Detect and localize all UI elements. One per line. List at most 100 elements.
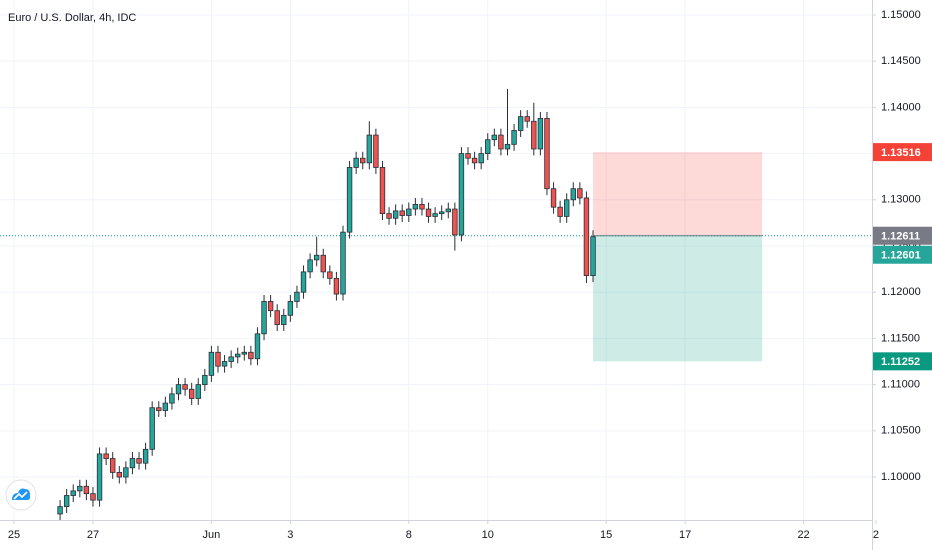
- candle-body: [169, 393, 175, 404]
- target-zone: [593, 235, 763, 362]
- candle-body: [287, 301, 294, 316]
- candle-body: [458, 153, 465, 236]
- candle-body: [531, 120, 537, 150]
- candle-body: [524, 116, 530, 122]
- grid: [0, 0, 872, 520]
- y-tick-label: 1.11500: [881, 332, 920, 344]
- candle-body: [156, 407, 162, 411]
- candle-body: [399, 210, 405, 216]
- candle-body: [162, 402, 169, 411]
- candle-body: [188, 388, 195, 399]
- candle-body: [478, 153, 484, 164]
- candle-body: [590, 236, 596, 276]
- price-tags: 1.13516 1.11252 1.12611 1.12601: [873, 143, 932, 371]
- candle-body: [557, 206, 563, 217]
- candle-body: [498, 134, 504, 150]
- candle-body: [373, 134, 379, 168]
- x-tick-label: 27: [87, 529, 99, 541]
- candle-body: [327, 271, 333, 279]
- candle-body: [425, 208, 432, 217]
- candle-body: [195, 384, 201, 399]
- candle-body: [129, 458, 136, 469]
- x-tick-label: 10: [482, 529, 494, 541]
- candle-body: [517, 116, 524, 131]
- y-tick-label: 1.14000: [881, 101, 921, 113]
- candle-body: [366, 134, 373, 164]
- candle-body: [182, 384, 188, 390]
- candle-body: [267, 301, 274, 312]
- price-tag: [873, 352, 932, 371]
- x-tick-label: 17: [679, 529, 691, 541]
- candle-body: [96, 453, 103, 501]
- price-tag: [873, 245, 932, 264]
- price-tag-label: 1.13516: [881, 147, 921, 159]
- logo-line[interactable]: [13, 491, 28, 500]
- candle-body: [320, 254, 326, 273]
- candle-body: [550, 188, 557, 208]
- candle-body: [379, 167, 386, 215]
- candle-body: [215, 351, 221, 367]
- candle-body: [386, 213, 392, 219]
- y-tick-label: 1.11000: [881, 379, 920, 391]
- candle-body: [583, 197, 590, 276]
- candle-body: [307, 259, 313, 273]
- candle-body: [346, 167, 353, 233]
- candle-body: [175, 384, 182, 395]
- candle-body: [261, 301, 267, 335]
- candle-body: [485, 139, 491, 154]
- y-tick-label: 1.12000: [881, 286, 921, 298]
- plot-area: [0, 88, 872, 520]
- y-tick-label: 1.14500: [881, 55, 921, 67]
- candle-body: [228, 356, 234, 362]
- candle-body: [544, 118, 550, 190]
- candle-body: [333, 277, 340, 295]
- candle-body: [110, 458, 116, 473]
- candle-body: [452, 208, 458, 236]
- candle-body: [465, 153, 471, 159]
- candle-body: [123, 467, 129, 478]
- candle-body: [360, 157, 366, 164]
- y-tick-label: 1.10500: [881, 425, 921, 437]
- x-tick-label: 25: [8, 529, 20, 541]
- chart-title: Euro / U.S. Dollar, 4h, IDC: [8, 12, 136, 24]
- candle-body: [340, 231, 346, 295]
- candle-body: [577, 188, 583, 199]
- x-tick-label: 2: [873, 529, 879, 541]
- candle-body: [57, 506, 63, 515]
- stop-zone: [593, 152, 763, 236]
- candle-body: [412, 204, 419, 210]
- price-tag: [873, 143, 932, 162]
- candle-body: [202, 374, 208, 386]
- candle-body: [471, 157, 478, 164]
- candle-body: [419, 204, 425, 210]
- candle-body: [221, 361, 228, 367]
- price-tag-label: 1.12601: [881, 250, 921, 262]
- x-tick-label: 8: [406, 529, 412, 541]
- x-tick-label: 15: [600, 529, 612, 541]
- candle-body: [77, 485, 83, 492]
- price-tag-label: 1.11252: [881, 356, 920, 368]
- x-tick-label: 22: [797, 529, 809, 541]
- logo[interactable]: [5, 479, 37, 511]
- candle-body: [281, 314, 287, 325]
- candle-body: [511, 130, 517, 145]
- candle-body: [248, 351, 254, 360]
- candle-body: [564, 199, 570, 217]
- candle-body: [504, 143, 511, 150]
- candle-body: [353, 157, 359, 168]
- candle-body: [116, 472, 122, 478]
- candle-body: [142, 448, 149, 464]
- candle-body: [432, 213, 438, 217]
- candle-body: [208, 351, 215, 376]
- price-tag: [873, 226, 932, 245]
- candle-body: [235, 353, 241, 358]
- candle-body: [90, 493, 96, 501]
- candle-body: [136, 458, 142, 464]
- candle-body: [392, 210, 399, 219]
- candle-body: [83, 485, 90, 495]
- candle-body: [63, 495, 70, 508]
- candle-body: [406, 208, 412, 216]
- candle-body: [491, 134, 498, 141]
